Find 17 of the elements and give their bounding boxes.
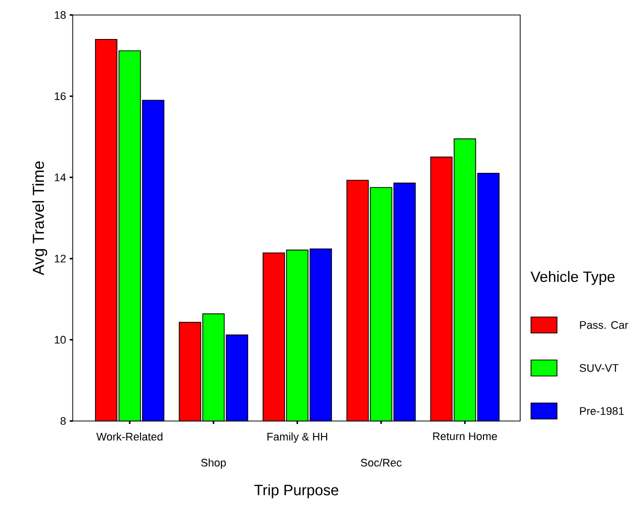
x-tick-label: Shop xyxy=(201,458,226,469)
legend-label: Pre-1981 xyxy=(580,407,624,415)
y-axis-title: Avg Travel Time xyxy=(32,161,48,276)
legend-label: SUV-VT xyxy=(580,364,619,372)
y-tick-label: 8 xyxy=(60,417,66,425)
x-tick-label: Soc/Rec xyxy=(360,458,402,467)
y-tick-label: 16 xyxy=(54,92,66,100)
x-tick-label: Work-Related xyxy=(96,432,162,441)
y-tick-label: 14 xyxy=(54,174,66,182)
y-tick-label: 18 xyxy=(54,11,66,19)
x-tick-label: Return Home xyxy=(433,432,497,440)
legend-title: Vehicle Type xyxy=(530,271,615,285)
y-tick-label: 10 xyxy=(54,336,66,344)
y-tick-label: 12 xyxy=(54,254,66,262)
x-tick-label: Family & HH xyxy=(267,432,328,443)
x-axis-title: Trip Purpose xyxy=(254,484,338,498)
legend-label: Pass. Car xyxy=(580,321,628,329)
